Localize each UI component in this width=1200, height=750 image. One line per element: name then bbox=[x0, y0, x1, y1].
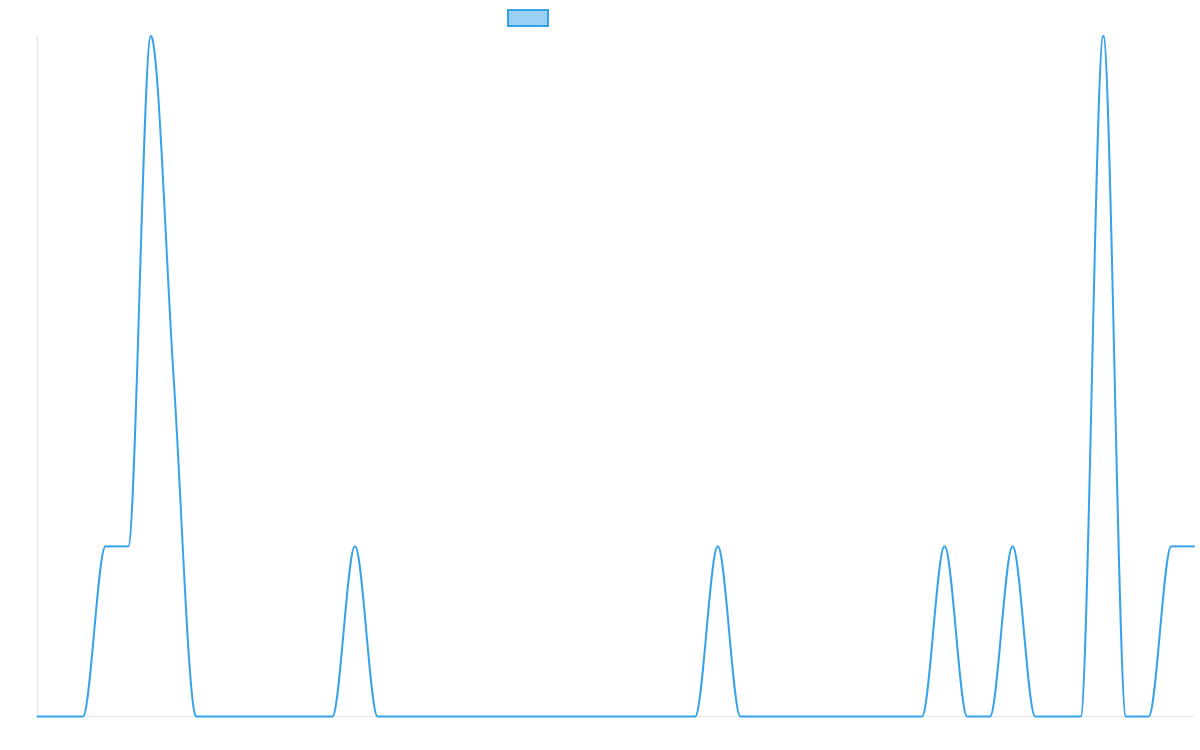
data-point-0-9[interactable] bbox=[239, 714, 245, 720]
data-point-0-51[interactable] bbox=[1191, 543, 1197, 549]
data-point-0-30[interactable] bbox=[715, 543, 721, 549]
data-point-0-39[interactable] bbox=[919, 714, 925, 720]
legend-swatch[interactable] bbox=[507, 9, 549, 27]
data-point-0-15[interactable] bbox=[375, 714, 381, 720]
data-point-0-21[interactable] bbox=[511, 714, 517, 720]
data-point-0-41[interactable] bbox=[964, 714, 970, 720]
data-point-0-28[interactable] bbox=[669, 714, 675, 720]
data-point-0-1[interactable] bbox=[57, 714, 63, 720]
data-point-0-20[interactable] bbox=[488, 714, 494, 720]
data-point-0-50[interactable] bbox=[1168, 543, 1174, 549]
data-point-0-47[interactable] bbox=[1100, 33, 1106, 39]
data-point-0-16[interactable] bbox=[397, 714, 403, 720]
series-layer bbox=[35, 33, 1197, 720]
data-point-0-29[interactable] bbox=[692, 714, 698, 720]
data-point-0-24[interactable] bbox=[579, 714, 585, 720]
data-point-0-25[interactable] bbox=[601, 714, 607, 720]
data-point-0-14[interactable] bbox=[352, 543, 358, 549]
data-point-0-2[interactable] bbox=[80, 714, 86, 720]
data-point-0-6[interactable] bbox=[171, 373, 177, 379]
data-point-0-33[interactable] bbox=[783, 714, 789, 720]
data-point-0-48[interactable] bbox=[1123, 714, 1129, 720]
data-point-0-38[interactable] bbox=[896, 714, 902, 720]
data-point-0-4[interactable] bbox=[125, 543, 131, 549]
data-point-0-49[interactable] bbox=[1146, 714, 1152, 720]
data-point-0-0[interactable] bbox=[35, 714, 41, 720]
data-point-0-26[interactable] bbox=[624, 714, 630, 720]
data-point-0-45[interactable] bbox=[1055, 714, 1061, 720]
data-point-0-22[interactable] bbox=[533, 714, 539, 720]
data-point-0-27[interactable] bbox=[647, 714, 653, 720]
data-point-0-13[interactable] bbox=[329, 714, 335, 720]
data-point-0-5[interactable] bbox=[148, 33, 154, 39]
data-point-0-3[interactable] bbox=[103, 543, 109, 549]
data-point-0-36[interactable] bbox=[851, 714, 857, 720]
data-point-0-42[interactable] bbox=[987, 714, 993, 720]
data-point-0-32[interactable] bbox=[760, 714, 766, 720]
data-point-0-8[interactable] bbox=[216, 714, 222, 720]
data-point-0-37[interactable] bbox=[874, 714, 880, 720]
data-point-0-18[interactable] bbox=[443, 714, 449, 720]
data-point-0-43[interactable] bbox=[1010, 543, 1016, 549]
data-point-0-12[interactable] bbox=[307, 714, 313, 720]
data-point-0-17[interactable] bbox=[420, 714, 426, 720]
data-point-0-35[interactable] bbox=[828, 714, 834, 720]
data-point-0-44[interactable] bbox=[1032, 714, 1038, 720]
data-point-0-40[interactable] bbox=[942, 543, 948, 549]
data-point-0-7[interactable] bbox=[193, 714, 199, 720]
data-point-0-19[interactable] bbox=[465, 714, 471, 720]
series-line-0 bbox=[36, 35, 1195, 718]
data-point-0-11[interactable] bbox=[284, 714, 290, 720]
data-point-0-34[interactable] bbox=[806, 714, 812, 720]
data-point-0-31[interactable] bbox=[737, 714, 743, 720]
data-point-0-10[interactable] bbox=[261, 714, 267, 720]
data-point-0-46[interactable] bbox=[1078, 714, 1084, 720]
data-point-0-23[interactable] bbox=[556, 714, 562, 720]
